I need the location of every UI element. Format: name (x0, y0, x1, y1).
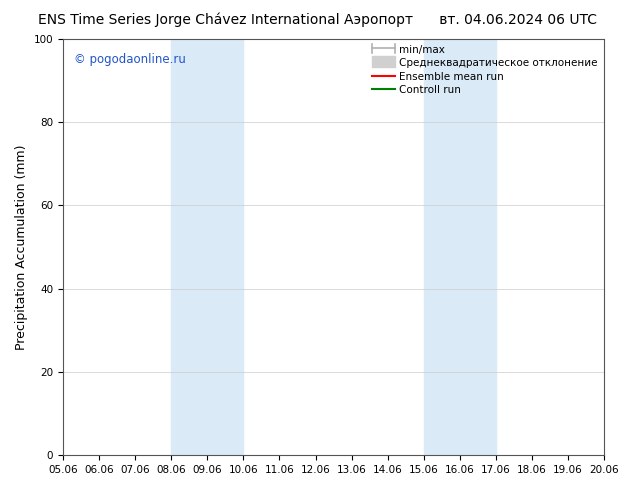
Legend: min/max, Среднеквадратическое отклонение, Ensemble mean run, Controll run: min/max, Среднеквадратическое отклонение… (368, 41, 602, 99)
Bar (171, 39, 243, 455)
Text: ENS Time Series Jorge Chávez International Аэропорт      вт. 04.06.2024 06 UTC: ENS Time Series Jorge Chávez Internation… (37, 12, 597, 27)
Y-axis label: Precipitation Accumulation (mm): Precipitation Accumulation (mm) (15, 144, 28, 350)
Text: © pogodaonline.ru: © pogodaonline.ru (74, 53, 186, 66)
Bar (424, 39, 496, 455)
